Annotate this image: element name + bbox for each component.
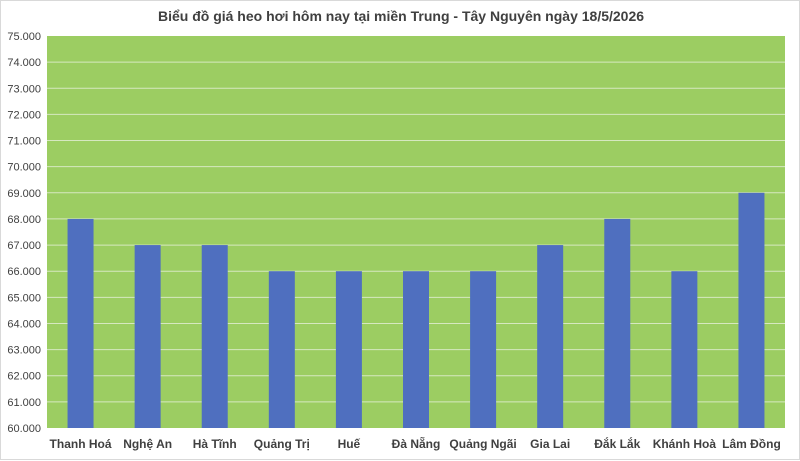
y-tick-label: 71.000: [7, 136, 41, 148]
y-tick-label: 75.000: [7, 31, 41, 43]
y-tick-label: 66.000: [7, 266, 41, 278]
bar[interactable]: [134, 245, 161, 428]
bar[interactable]: [604, 218, 631, 428]
y-tick-label: 74.000: [7, 57, 41, 69]
bar[interactable]: [537, 245, 564, 428]
y-tick-label: 70.000: [7, 162, 41, 174]
y-tick-label: 73.000: [7, 83, 41, 95]
bar[interactable]: [738, 192, 765, 428]
x-tick-label: Nghệ An: [123, 437, 172, 451]
bar[interactable]: [67, 218, 94, 428]
y-tick-label: 68.000: [7, 214, 41, 226]
y-tick-label: 67.000: [7, 240, 41, 252]
bar[interactable]: [671, 271, 698, 428]
bar[interactable]: [201, 245, 228, 428]
y-tick-label: 63.000: [7, 345, 41, 357]
y-tick-label: 60.000: [7, 423, 41, 435]
y-tick-label: 64.000: [7, 318, 41, 330]
x-tick-label: Quảng Trị: [254, 437, 310, 451]
y-tick-label: 72.000: [7, 109, 41, 121]
x-tick-label: Thanh Hoá: [50, 437, 112, 451]
bar[interactable]: [268, 271, 295, 428]
y-tick-label: 62.000: [7, 371, 41, 383]
y-tick-label: 69.000: [7, 188, 41, 200]
x-tick-label: Hà Tĩnh: [193, 437, 237, 451]
bar[interactable]: [470, 271, 497, 428]
x-tick-label: Đà Nẵng: [392, 436, 441, 451]
x-tick-label: Huế: [338, 437, 361, 451]
y-tick-label: 61.000: [7, 397, 41, 409]
x-tick-label: Gia Lai: [530, 437, 570, 451]
bar[interactable]: [403, 271, 429, 428]
x-tick-label: Đắk Lắk: [594, 436, 640, 451]
x-tick-label: Lâm Đồng: [722, 437, 781, 451]
x-tick-label: Quảng Ngãi: [449, 437, 516, 451]
chart-title: Biểu đồ giá heo hơi hôm nay tại miền Tru…: [157, 8, 645, 24]
y-tick-label: 65.000: [7, 292, 41, 304]
x-tick-label: Khánh Hoà: [653, 437, 717, 451]
bar[interactable]: [335, 271, 362, 428]
